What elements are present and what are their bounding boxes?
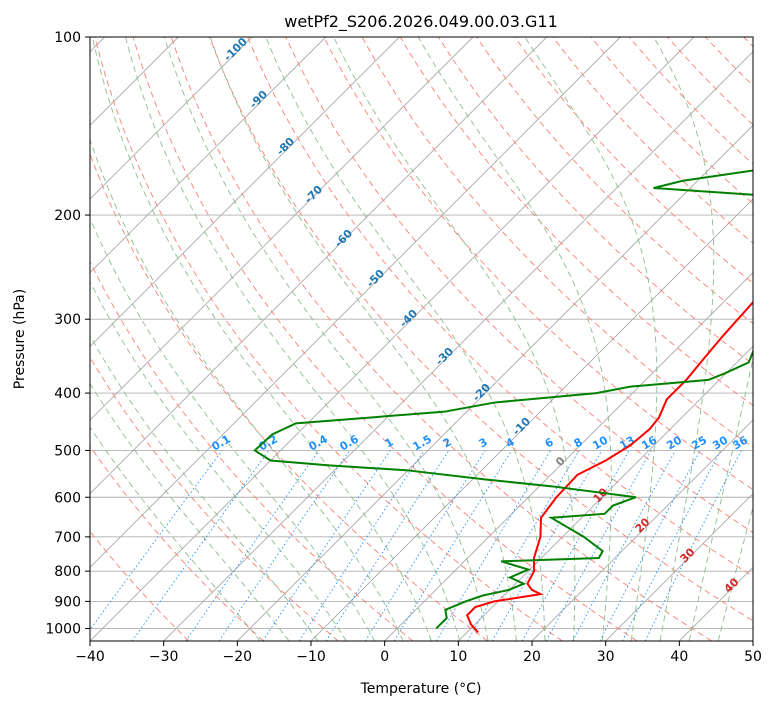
- isotherm-line: [163, 51, 753, 641]
- mixing-ratio-line: [218, 450, 351, 641]
- isotherm-line: [90, 37, 474, 421]
- x-tick-label: 50: [744, 649, 762, 665]
- moist-adiabat-line: [717, 505, 753, 641]
- moist-adiabat-line: [688, 356, 753, 641]
- mixing-ratio-line: [644, 450, 742, 641]
- y-tick-label: 300: [54, 312, 81, 328]
- moist-adiabat-line: [125, 37, 461, 641]
- x-axis-title: Temperature (°C): [360, 681, 482, 697]
- mixing-ratio-lines: [90, 450, 742, 641]
- pressure-grid: [90, 37, 753, 629]
- moist-adiabat-line: [417, 37, 612, 641]
- dry-adiabat-line: [399, 37, 753, 406]
- mixing-ratio-line: [545, 450, 652, 641]
- dry-adiabat-line: [476, 37, 753, 325]
- y-axis-ticks: 100 200 300 400 500 600 700 800 900 1000: [45, 30, 90, 637]
- moist-adiabat-line: [333, 37, 576, 641]
- mixing-ratio-line: [90, 450, 223, 631]
- mixing-ratio-line: [185, 450, 320, 641]
- isotherm-line: [531, 419, 753, 641]
- y-tick-label: 200: [54, 208, 81, 224]
- isotherm-line: [90, 37, 253, 200]
- dry-adiabat-line: [209, 37, 753, 622]
- dry-adiabat-line: [90, 445, 264, 641]
- isotherm-lines: [90, 37, 753, 641]
- plot-frame: [89, 36, 754, 642]
- dry-adiabat-line: [628, 37, 753, 165]
- dry-adiabat-line: [514, 37, 753, 284]
- dry-adiabat-line: [323, 37, 753, 491]
- y-tick-label: 900: [54, 594, 81, 610]
- isotherm-line: [90, 37, 547, 495]
- moist-adiabat-line: [653, 37, 715, 641]
- x-tick-label: 30: [597, 649, 615, 665]
- moist-adiabat-line: [91, 37, 432, 641]
- moist-adiabat-line: [265, 37, 546, 641]
- y-tick-label: 100: [54, 30, 81, 46]
- moist-adiabat-line: [90, 280, 347, 641]
- mixing-ratio-line: [131, 450, 270, 641]
- dry-adiabat-line: [247, 37, 753, 577]
- isotherm-line: [90, 37, 326, 274]
- y-tick-label: 400: [54, 386, 81, 402]
- dewpoint-profile: [253, 169, 753, 630]
- y-tick-label: 800: [54, 564, 81, 580]
- isotherm-line: [458, 345, 753, 641]
- mixing-ratio-line: [621, 450, 722, 641]
- mixing-ratio-line: [298, 450, 425, 641]
- mixing-ratio-line: [325, 450, 450, 641]
- x-axis-ticks: −40 −30 −20 −10 0 10 20 30 40 50: [75, 641, 762, 665]
- y-tick-label: 600: [54, 490, 81, 506]
- moist-adiabat-line: [90, 217, 376, 641]
- dry-adiabat-line: [590, 37, 753, 205]
- dry-adiabat-line: [132, 37, 638, 641]
- x-tick-label: 0: [380, 649, 389, 665]
- moist-adiabat-line: [524, 37, 658, 641]
- y-tick-label: 700: [54, 530, 81, 546]
- isotherm-line: [605, 493, 753, 641]
- x-tick-label: 40: [670, 649, 688, 665]
- isotherm-line: [752, 640, 753, 641]
- isotherm-line: [90, 37, 400, 347]
- x-tick-label: 20: [523, 649, 541, 665]
- dry-adiabat-line: [90, 260, 414, 641]
- plot-background: [90, 37, 753, 641]
- mixing-ratio-line: [572, 450, 676, 641]
- x-tick-label: −10: [296, 649, 326, 665]
- chart-title: wetPf2_S206.2026.049.00.03.G11: [284, 12, 558, 32]
- moist-adiabat-line: [90, 138, 404, 641]
- isotherm-line: [237, 124, 753, 641]
- dry-adiabat-line: [361, 37, 753, 448]
- temperature-profile: [465, 300, 753, 633]
- x-tick-label: −40: [75, 649, 105, 665]
- moist-adiabat-line: [90, 426, 261, 641]
- moist-adiabat-line: [90, 382, 290, 641]
- y-axis-title: Pressure (hPa): [12, 289, 28, 389]
- mixing-ratio-line: [262, 450, 391, 641]
- y-tick-label: 1000: [45, 621, 81, 637]
- isotherm-line: [90, 37, 621, 568]
- isotherm-line: [384, 272, 753, 641]
- dry-adiabat-lines: [90, 37, 753, 641]
- isotherm-line: [90, 37, 695, 641]
- x-tick-label: −20: [223, 649, 253, 665]
- x-tick-label: 10: [449, 649, 467, 665]
- dry-adiabat-line: [94, 37, 563, 641]
- moist-adiabat-line: [90, 334, 319, 641]
- moist-adiabat-line: [163, 37, 489, 641]
- y-tick-label: 500: [54, 443, 81, 459]
- dry-adiabat-line: [170, 37, 712, 641]
- mixing-ratio-line: [393, 450, 513, 641]
- x-tick-label: −30: [149, 649, 179, 665]
- sounding-series: [253, 169, 753, 633]
